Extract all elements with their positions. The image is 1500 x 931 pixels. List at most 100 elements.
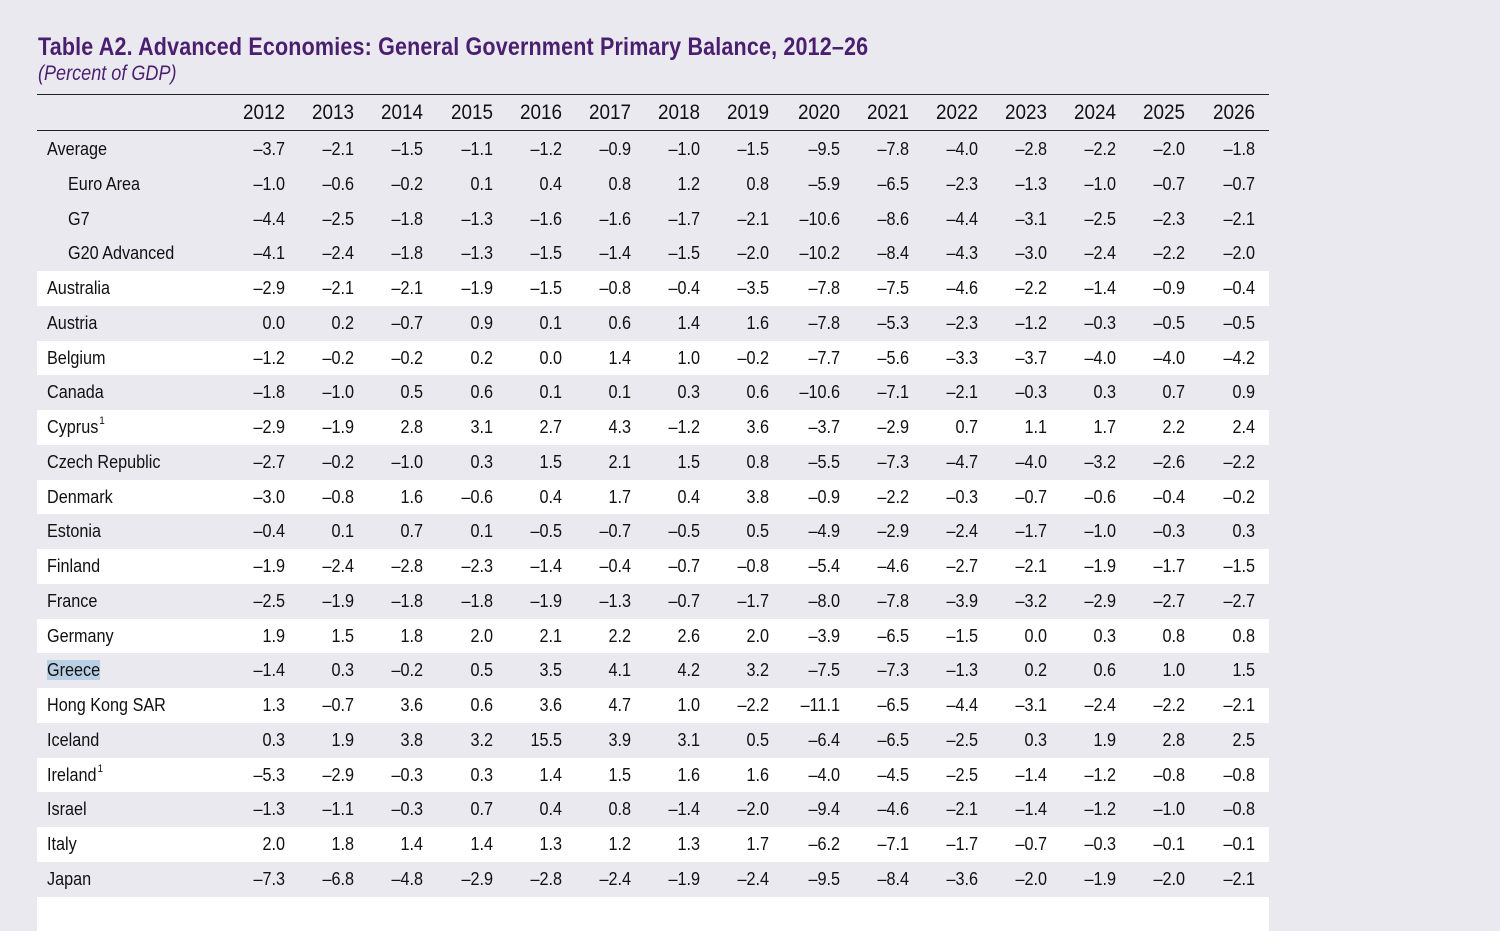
- table-cell: 1.4: [644, 313, 700, 334]
- table-cell: –7.1: [853, 834, 909, 855]
- table-cell: –2.8: [991, 139, 1047, 160]
- table-row: G20 Advanced–4.1–2.4–1.8–1.3–1.5–1.4–1.5…: [37, 236, 1269, 271]
- row-label-text: Denmark: [47, 487, 113, 507]
- table-cell: –2.8: [506, 869, 562, 890]
- table-cell: 0.4: [506, 799, 562, 820]
- table-cell: –6.5: [853, 174, 909, 195]
- table-cell: –0.4: [1199, 278, 1255, 299]
- table-cell: –4.2: [1199, 348, 1255, 369]
- row-label-text: Canada: [47, 382, 104, 402]
- table-cell: 0.1: [298, 521, 354, 542]
- table-cell: 1.2: [644, 174, 700, 195]
- row-label[interactable]: Czech Republic: [47, 452, 160, 473]
- table-cell: –3.2: [991, 591, 1047, 612]
- table-cell: –0.7: [644, 556, 700, 577]
- row-label[interactable]: Canada: [47, 382, 104, 403]
- table-cell: 0.7: [1129, 382, 1185, 403]
- row-label[interactable]: France: [47, 591, 97, 612]
- table-cell: –5.4: [784, 556, 840, 577]
- row-label[interactable]: Average: [47, 139, 107, 160]
- table-cell: –2.6: [1129, 452, 1185, 473]
- row-label-text: Greece: [47, 660, 100, 680]
- table-cell: 0.1: [437, 174, 493, 195]
- table-cell: –5.3: [853, 313, 909, 334]
- table-cell: –0.7: [367, 313, 423, 334]
- year-header: 2020: [784, 101, 840, 125]
- table-cell: –0.3: [367, 799, 423, 820]
- table-cell: –3.7: [784, 417, 840, 438]
- row-label[interactable]: Euro Area: [68, 174, 140, 195]
- year-header: 2017: [575, 101, 631, 125]
- table-cell: 0.8: [713, 452, 769, 473]
- row-label[interactable]: Estonia: [47, 521, 101, 542]
- table-cell: –0.9: [575, 139, 631, 160]
- table-cell: 1.5: [506, 452, 562, 473]
- table-cell: –6.4: [784, 730, 840, 751]
- table-cell: –5.9: [784, 174, 840, 195]
- table-cell: –0.2: [367, 174, 423, 195]
- table-cell: –2.9: [437, 869, 493, 890]
- table-cell: 0.0: [506, 348, 562, 369]
- table-cell: 0.6: [437, 695, 493, 716]
- row-label[interactable]: Cyprus1: [47, 417, 105, 438]
- row-label-text: Italy: [47, 834, 77, 854]
- row-label[interactable]: Denmark: [47, 487, 113, 508]
- table-cell: –2.7: [1199, 591, 1255, 612]
- table-cell: 3.8: [713, 487, 769, 508]
- table-cell: –0.3: [1060, 834, 1116, 855]
- table-cell: –2.0: [713, 243, 769, 264]
- table-cell: –1.4: [506, 556, 562, 577]
- table-header-rule: [37, 130, 1269, 131]
- table-cell: –9.5: [784, 869, 840, 890]
- row-label[interactable]: G7: [68, 209, 90, 230]
- table-cell: 0.0: [991, 626, 1047, 647]
- row-label[interactable]: Finland: [47, 556, 100, 577]
- table-cell: –1.5: [922, 626, 978, 647]
- row-label[interactable]: Belgium: [47, 348, 106, 369]
- table-cell: –2.9: [853, 521, 909, 542]
- row-label[interactable]: Japan: [47, 869, 91, 890]
- table-cell: –1.0: [1060, 174, 1116, 195]
- table-cell: 2.6: [644, 626, 700, 647]
- row-label-text: Czech Republic: [47, 452, 160, 472]
- table-cell: 3.6: [367, 695, 423, 716]
- table-cell: –3.1: [991, 695, 1047, 716]
- year-header: 2023: [991, 101, 1047, 125]
- table-cell: 0.4: [506, 174, 562, 195]
- table-cell: 2.5: [1199, 730, 1255, 751]
- row-label[interactable]: Hong Kong SAR: [47, 695, 166, 716]
- table-cell: –1.5: [506, 243, 562, 264]
- table-cell: 1.8: [298, 834, 354, 855]
- table-cell: –0.4: [575, 556, 631, 577]
- row-label[interactable]: G20 Advanced: [68, 243, 174, 264]
- table-cell: –0.1: [1199, 834, 1255, 855]
- row-label[interactable]: Iceland: [47, 730, 99, 751]
- table-cell: –1.7: [713, 591, 769, 612]
- table-cell: –1.2: [991, 313, 1047, 334]
- table-cell: 0.2: [437, 348, 493, 369]
- row-label[interactable]: Greece: [47, 660, 100, 681]
- row-label[interactable]: Austria: [47, 313, 97, 334]
- table-cell: –8.0: [784, 591, 840, 612]
- table-cell: –1.7: [644, 209, 700, 230]
- table-cell: 0.8: [1199, 626, 1255, 647]
- table-cell: –4.4: [229, 209, 285, 230]
- table-cell: –1.5: [1199, 556, 1255, 577]
- row-label[interactable]: Italy: [47, 834, 77, 855]
- row-label[interactable]: Israel: [47, 799, 87, 820]
- table-cell: –1.7: [922, 834, 978, 855]
- row-label[interactable]: Ireland1: [47, 765, 103, 786]
- table-cell: –3.1: [991, 209, 1047, 230]
- row-label[interactable]: Germany: [47, 626, 114, 647]
- table-cell: –4.0: [784, 765, 840, 786]
- row-label[interactable]: Australia: [47, 278, 110, 299]
- table-cell: 0.3: [991, 730, 1047, 751]
- table-cell: –3.3: [922, 348, 978, 369]
- table-cell: –1.3: [229, 799, 285, 820]
- table-cell: 1.8: [367, 626, 423, 647]
- table-cell: –0.2: [713, 348, 769, 369]
- table-cell: –2.3: [1129, 209, 1185, 230]
- table-cell: 1.6: [644, 765, 700, 786]
- table-cell: –7.5: [853, 278, 909, 299]
- table-cell: –11.1: [784, 695, 840, 716]
